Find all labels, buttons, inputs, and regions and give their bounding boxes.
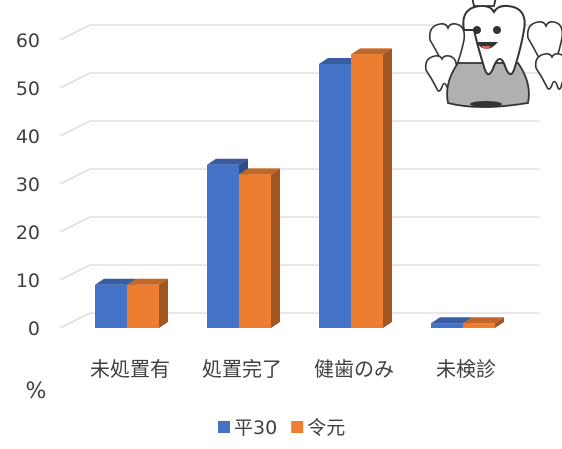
legend-label: 令元 — [307, 417, 345, 439]
bars — [95, 48, 504, 329]
tooth-king-cartoon-icon — [424, 0, 562, 108]
y-tick-label: 40 — [16, 126, 40, 148]
x-tick-label: 未処置有 — [90, 357, 170, 381]
x-tick-label: 未検診 — [436, 357, 496, 381]
gridline — [59, 264, 540, 281]
y-tick-label: 60 — [16, 30, 40, 52]
bar — [351, 48, 392, 329]
y-tick-label: 20 — [16, 222, 40, 244]
gridline — [59, 168, 540, 185]
legend: 平30 令元 — [218, 417, 345, 439]
bar — [463, 317, 504, 328]
bar — [239, 168, 280, 328]
legend-swatch — [291, 421, 304, 433]
y-tick-label: 30 — [16, 174, 40, 196]
y-tick-label: 10 — [16, 270, 40, 292]
gridline — [59, 216, 540, 233]
x-tick-label: 健歯のみ — [314, 357, 394, 381]
y-axis-unit-label: % — [26, 379, 47, 404]
x-tick-label: 処置完了 — [202, 357, 282, 381]
y-tick-label: 0 — [28, 318, 40, 340]
legend-swatch — [218, 421, 230, 433]
y-tick-label: 50 — [16, 78, 40, 100]
legend-label: 平30 — [234, 417, 277, 439]
gridline — [59, 24, 540, 41]
x-axis-ticks: 未処置有 処置完了 健歯のみ 未検診 — [90, 357, 496, 381]
grid — [59, 24, 540, 329]
y-axis-ticks: 0 10 20 30 40 50 60 — [16, 30, 40, 340]
gridline — [59, 120, 540, 137]
bar — [127, 278, 168, 328]
